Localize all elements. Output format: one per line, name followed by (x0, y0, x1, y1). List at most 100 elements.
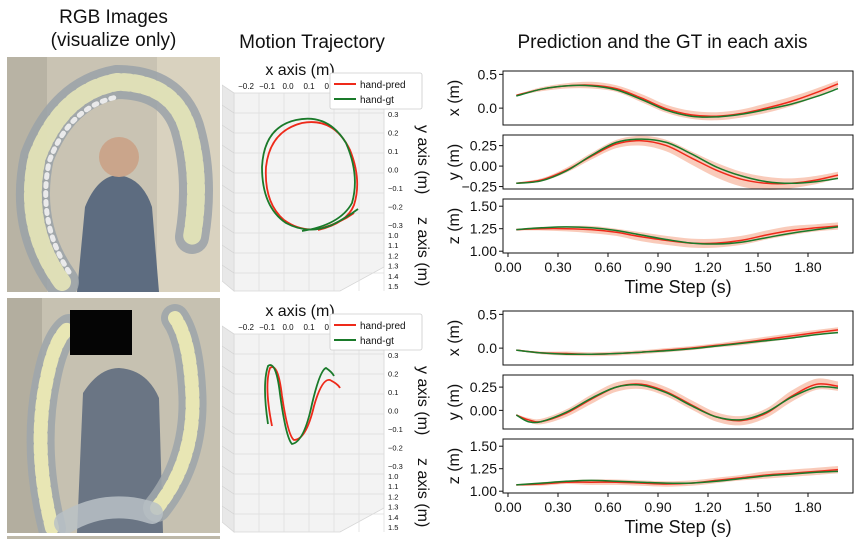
rgb-image-bottom (7, 298, 220, 533)
rgb-title-line1: RGB Images (59, 7, 168, 28)
y-tick-label: 0.1 (388, 388, 398, 397)
uncertainty-band (516, 378, 838, 426)
y-axis-label: y axis (m) (414, 125, 431, 194)
series-line-hand-gt (516, 470, 839, 486)
z-axis-label: z axis (m) (414, 217, 431, 286)
y-tick-label: 1.25 (470, 221, 497, 237)
motion-trajectory-title: Motion Trajectory (239, 32, 385, 53)
grid-line (222, 144, 235, 154)
uncertainty-band (516, 327, 838, 357)
x-tick-label: 1.80 (794, 499, 821, 515)
redaction-box (70, 310, 132, 355)
y-tick-label: 0.5 (478, 306, 498, 322)
x-tick-label: 0.0 (282, 82, 294, 91)
series-line-hand-gt (515, 384, 839, 424)
plot-frame (502, 70, 854, 126)
y-tick-label: 0.00 (470, 402, 497, 418)
trajectory-3d-bottom: x axis (m)−0.2−0.10.00.10.20.30.30.20.10… (222, 303, 431, 533)
y-tick-label: 1.00 (470, 243, 497, 259)
axis-prediction-charts: 0.5 0.0 x (m) 0.25 0.00 −0.25 y (m) 1.50 1.25 1.0… (446, 66, 854, 537)
prediction-title: Prediction and the GT in each axis (517, 32, 808, 53)
y-axis-label: x (m) (446, 80, 463, 116)
x-tick-label: 0.90 (644, 499, 671, 515)
x-tick-label: 0.00 (494, 499, 521, 515)
rgb-image-top (7, 57, 220, 292)
y-tick-label: −0.3 (388, 462, 403, 471)
x-tick-label: 1.50 (744, 499, 771, 515)
grid-line (222, 505, 235, 515)
z-axis-label: z axis (m) (414, 458, 431, 527)
y-axis-label: y (m) (446, 384, 463, 420)
plot-frame (502, 134, 854, 190)
z-tick-label: 1.4 (388, 513, 398, 522)
grid-line (222, 164, 235, 174)
y-tick-label: −0.2 (388, 203, 403, 212)
y-tick-label: −0.2 (388, 444, 403, 453)
x-axis-label: x axis (m) (265, 303, 334, 320)
plot-frame (502, 374, 854, 430)
side-pane (222, 325, 235, 533)
y-tick-label: 0.0 (478, 340, 498, 356)
y-tick-label: 1.00 (470, 483, 497, 499)
y-tick-label: 0.1 (388, 147, 398, 156)
x-tick-label: 0.1 (303, 82, 315, 91)
x-tick-label: −0.1 (259, 82, 275, 91)
grid-line (222, 385, 235, 395)
traj-gt-line (261, 117, 359, 232)
grid-line (222, 465, 235, 475)
chart-bottom-y: 0.25 0.00 y (m) (446, 374, 854, 430)
y-tick-label: 0.00 (470, 158, 497, 174)
y-tick-label: 0.2 (388, 129, 398, 138)
plot-frame (502, 438, 854, 494)
grid-line (222, 365, 235, 375)
z-tick-label: 1.5 (388, 523, 398, 532)
y-tick-label: −0.3 (388, 221, 403, 230)
y-tick-label: 0.25 (470, 379, 497, 395)
x-axis-label: Time Step (s) (624, 277, 731, 297)
series-line-hand-gt (516, 138, 839, 185)
y-axis-label: z (m) (446, 448, 463, 484)
y-tick-label: 0.0 (388, 407, 398, 416)
x-tick-label: −0.2 (238, 82, 254, 91)
legend: hand-pred hand-gt (329, 313, 423, 351)
y-tick-label: −0.1 (388, 184, 403, 193)
chart-bottom-z: 1.50 1.25 1.00 z (m) 0.00 0.30 0.60 0.90 1.20 1.5… (446, 438, 854, 537)
chart-top-y: 0.25 0.00 −0.25y (m) (446, 134, 854, 195)
legend-label-hand-gt: hand-gt (360, 336, 394, 347)
legend-label-hand-pred: hand-pred (360, 321, 406, 332)
y-tick-label: 0.3 (388, 110, 398, 119)
z-tick-label: 1.5 (388, 282, 398, 291)
z-tick-label: 1.2 (388, 251, 398, 260)
x-tick-label: 1.20 (694, 259, 721, 275)
plot-frame (502, 310, 854, 366)
y-tick-label: −0.25 (462, 179, 498, 195)
traj-pred-line (266, 366, 341, 441)
pane-grid (222, 84, 385, 292)
rgb-title-line2: (visualize only) (50, 30, 177, 51)
grid-line (222, 445, 235, 455)
grid-line (222, 485, 235, 495)
y-axis-label: y axis (m) (414, 366, 431, 435)
z-tick-label: 1.1 (388, 482, 398, 491)
side-pane (222, 84, 235, 292)
legend-label-hand-gt: hand-gt (360, 95, 394, 106)
x-tick-label: 0.00 (494, 259, 521, 275)
traj-gt-line (264, 364, 335, 445)
uncertainty-band (516, 135, 838, 190)
rgb-images-title: RGB Images (visualize only) (7, 6, 220, 52)
y-tick-label: 1.50 (470, 438, 497, 454)
y-axis-label: z (m) (446, 208, 463, 244)
series-line-hand-gt (516, 84, 839, 118)
x-tick-label: 1.80 (794, 259, 821, 275)
x-tick-label: 0.1 (303, 323, 315, 332)
x-tick-label: 0.30 (544, 499, 571, 515)
y-tick-label: 0.0 (478, 100, 498, 116)
z-tick-label: 1.4 (388, 272, 398, 281)
chart-top-x: 0.5 0.0 x (m) (446, 66, 854, 126)
grid-line (222, 124, 235, 134)
z-tick-label: 1.3 (388, 503, 398, 512)
x-tick-label: 0.90 (644, 259, 671, 275)
grid-line (222, 204, 235, 214)
y-tick-label: 0.25 (470, 138, 497, 154)
x-axis-label: Time Step (s) (624, 517, 731, 537)
